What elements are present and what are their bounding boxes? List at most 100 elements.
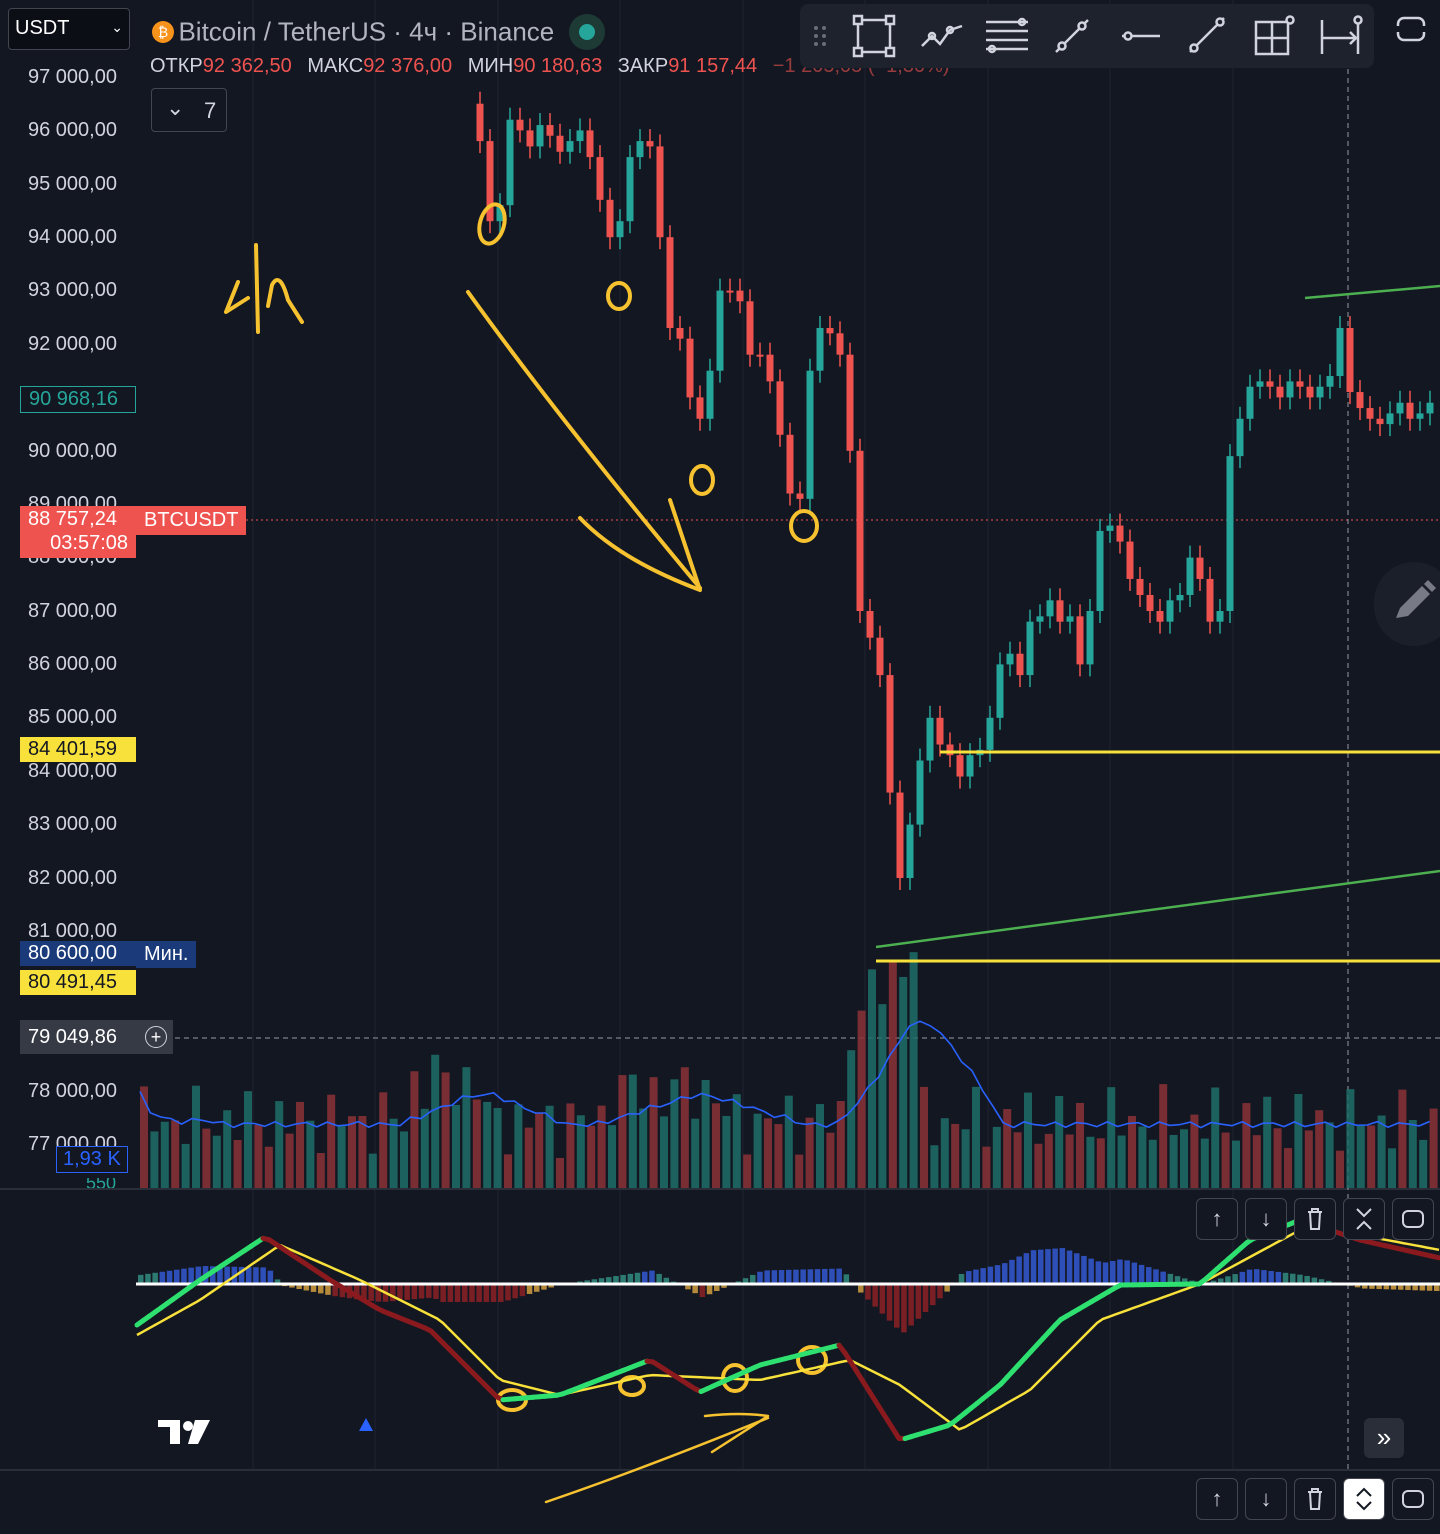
yellow-level-tag-1: 84 401,59 (20, 737, 136, 762)
candle-body (1356, 392, 1364, 409)
tradingview-logo (158, 1420, 210, 1444)
volume-bar (639, 1108, 648, 1188)
volume-histogram (140, 952, 1438, 1188)
crosshair-price-tag: 90 968,16 (20, 386, 136, 413)
more-icon[interactable] (1392, 1198, 1434, 1240)
volume-bar (951, 1123, 960, 1188)
candle-body (1106, 525, 1114, 531)
macd-hist-bar (174, 1269, 180, 1284)
volume-bar (1034, 1143, 1043, 1188)
volume-bar (1169, 1134, 1178, 1188)
indicators-count: 7 (204, 98, 217, 123)
candle-body (1256, 381, 1264, 387)
macd-hist-bar (303, 1284, 310, 1291)
candle-body (966, 755, 974, 777)
long-position-icon[interactable] (1252, 14, 1296, 58)
delete-icon[interactable] (1294, 1478, 1336, 1520)
macd-hist-bar (152, 1272, 158, 1284)
countdown-value: 03:57:08 (50, 532, 128, 554)
price-axis-label: 90 000,00 (28, 440, 117, 462)
move-up-icon[interactable]: ↑ (1196, 1198, 1238, 1240)
path-icon[interactable] (918, 14, 963, 58)
currency-selector[interactable]: USDT ⌄ (8, 8, 130, 50)
candle-body (1186, 557, 1194, 595)
volume-bar (1304, 1130, 1313, 1188)
volume-bar (1242, 1103, 1251, 1188)
candle-body (646, 141, 654, 147)
low-label-tag: Мин. (136, 941, 197, 968)
volume-bar (1367, 1125, 1376, 1188)
macd-circle-4 (796, 1345, 828, 1375)
volume-bar (878, 1004, 887, 1188)
macd-hist-bar (584, 1280, 590, 1284)
candle-body (836, 333, 844, 355)
trend-line-icon[interactable] (1050, 14, 1094, 58)
volume-bar (909, 952, 918, 1188)
volume-bar (1356, 1125, 1365, 1188)
price-axis-label: 82 000,00 (28, 867, 117, 889)
volume-bar (1377, 1115, 1386, 1188)
candle-body (886, 675, 894, 793)
drag-handle-icon[interactable] (808, 14, 832, 58)
volume-bar (389, 1118, 398, 1188)
fib-retracement-icon[interactable] (984, 14, 1028, 58)
horizontal-line-icon[interactable] (1118, 14, 1162, 58)
symbol-tag: BTCUSDT (136, 506, 247, 535)
collapse-icon[interactable] (1343, 1198, 1385, 1240)
indicators-toggle[interactable]: ⌄ 7 (151, 88, 227, 132)
volume-bar (410, 1071, 419, 1188)
macd-hist-bar (260, 1267, 266, 1284)
volume-bar (1055, 1096, 1064, 1188)
volume-bar (1211, 1087, 1220, 1188)
scroll-to-latest-icon[interactable]: » (1364, 1418, 1404, 1458)
candle-body (926, 717, 934, 761)
move-down-icon[interactable]: ↓ (1245, 1478, 1287, 1520)
candle-body (1346, 327, 1354, 393)
volume-bar (524, 1127, 533, 1188)
expand-icon[interactable] (1343, 1478, 1385, 1520)
volume-bar (1419, 1139, 1428, 1188)
currency-selector-value: USDT (15, 17, 70, 39)
macd-hist-bar (598, 1278, 605, 1284)
volume-bar (670, 1079, 679, 1188)
volume-bar (1024, 1092, 1032, 1188)
add-alert-icon[interactable]: + (145, 1026, 167, 1048)
delete-icon[interactable] (1294, 1198, 1336, 1240)
more-icon[interactable] (1392, 1478, 1434, 1520)
macd-hist-bar (886, 1284, 893, 1321)
macd-hist-bar (1030, 1250, 1037, 1284)
volume-bar (348, 1116, 356, 1188)
macd-hist-bar (764, 1270, 770, 1284)
macd-hist-bar (786, 1269, 792, 1284)
macd-hist-bar (246, 1267, 252, 1284)
move-down-icon[interactable]: ↓ (1245, 1198, 1287, 1240)
macd-hist-bar (807, 1269, 814, 1284)
low-label-text: Мин. (144, 943, 189, 965)
candle-body (1206, 578, 1214, 622)
symbol-header[interactable]: ₿ Bitcoin / TetherUS · 4ч · Binance (152, 14, 605, 50)
date-range-icon[interactable] (1318, 14, 1363, 58)
volume-bar (1128, 1115, 1136, 1188)
price-axis-label: 95 000,00 (28, 173, 117, 195)
macd-hist-bar (872, 1284, 878, 1307)
volume-bar (368, 1153, 377, 1188)
market-status-icon[interactable] (568, 14, 605, 50)
volume-bar (888, 960, 897, 1188)
candle-body (766, 354, 774, 382)
candle-body (916, 760, 924, 825)
macd-hist-bar (1138, 1264, 1145, 1284)
pencil-icon[interactable] (1374, 562, 1440, 646)
replace-icon[interactable] (1390, 8, 1432, 50)
macd-circle-2 (618, 1375, 646, 1397)
ray-icon[interactable] (1184, 14, 1228, 58)
macd-hist-bar (483, 1284, 490, 1302)
rectangle-icon[interactable] (852, 14, 896, 58)
macd-hist-bar (145, 1273, 151, 1284)
volume-bar (202, 1128, 211, 1188)
candle-body (576, 130, 584, 142)
macd-hist-bar (1225, 1276, 1231, 1284)
macd-hist-bar (1261, 1270, 1267, 1284)
macd-hist-bar (1009, 1259, 1015, 1284)
move-up-icon[interactable]: ↑ (1196, 1478, 1238, 1520)
